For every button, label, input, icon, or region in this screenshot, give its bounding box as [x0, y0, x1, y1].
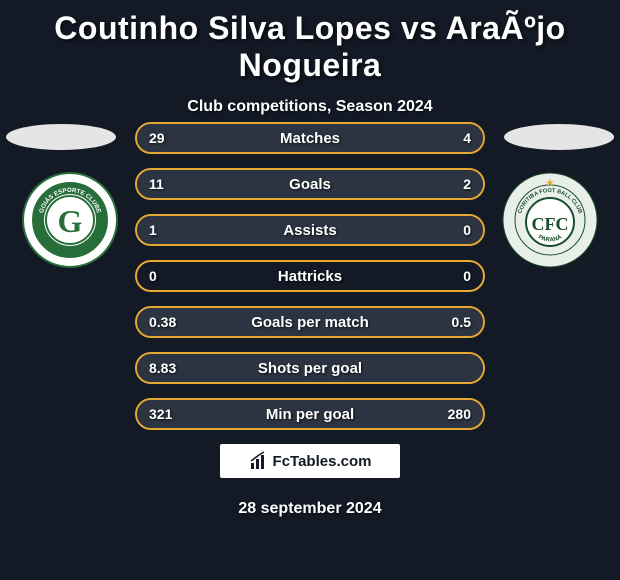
chart-icon [249, 451, 269, 471]
stat-row: 1Assists0 [135, 214, 485, 246]
goias-badge-icon: G GOIÁS ESPORTE CLUBE 6-4-1943 [22, 172, 118, 268]
stat-value-right: 0 [463, 222, 471, 238]
stat-label: Assists [137, 222, 483, 239]
club-badge-right: ★ CFC CORITIBA FOOT BALL CLUB PARANÁ [502, 172, 598, 268]
coritiba-badge-icon: ★ CFC CORITIBA FOOT BALL CLUB PARANÁ [502, 172, 598, 268]
stat-row: 29Matches4 [135, 122, 485, 154]
stat-value-right: 0 [463, 268, 471, 284]
stat-value-right: 2 [463, 176, 471, 192]
player-photo-left [6, 124, 116, 150]
stat-label: Min per goal [137, 406, 483, 423]
stat-label: Matches [137, 130, 483, 147]
svg-text:CFC: CFC [532, 214, 569, 234]
stat-row: 11Goals2 [135, 168, 485, 200]
stats-container: 29Matches411Goals21Assists00Hattricks00.… [135, 122, 485, 444]
subtitle: Club competitions, Season 2024 [0, 98, 620, 116]
stat-row: 321Min per goal280 [135, 398, 485, 430]
stat-label: Hattricks [137, 268, 483, 285]
stat-value-right: 4 [463, 130, 471, 146]
stat-value-right: 0.5 [452, 314, 471, 330]
club-badge-left: G GOIÁS ESPORTE CLUBE 6-4-1943 [22, 172, 118, 268]
stat-label: Goals per match [137, 314, 483, 331]
brand-text: FcTables.com [273, 453, 372, 470]
stat-label: Goals [137, 176, 483, 193]
date-text: 28 september 2024 [0, 500, 620, 518]
stat-row: 0Hattricks0 [135, 260, 485, 292]
comparison-infographic: Coutinho Silva Lopes vs AraÃºjo Nogueira… [0, 0, 620, 580]
stat-row: 0.38Goals per match0.5 [135, 306, 485, 338]
stat-value-right: 280 [448, 406, 471, 422]
brand-box[interactable]: FcTables.com [220, 444, 400, 478]
stat-row: 8.83Shots per goal [135, 352, 485, 384]
stat-label: Shots per goal [137, 360, 483, 377]
svg-text:★: ★ [546, 178, 555, 189]
player-photo-right [504, 124, 614, 150]
page-title: Coutinho Silva Lopes vs AraÃºjo Nogueira [0, 0, 620, 84]
